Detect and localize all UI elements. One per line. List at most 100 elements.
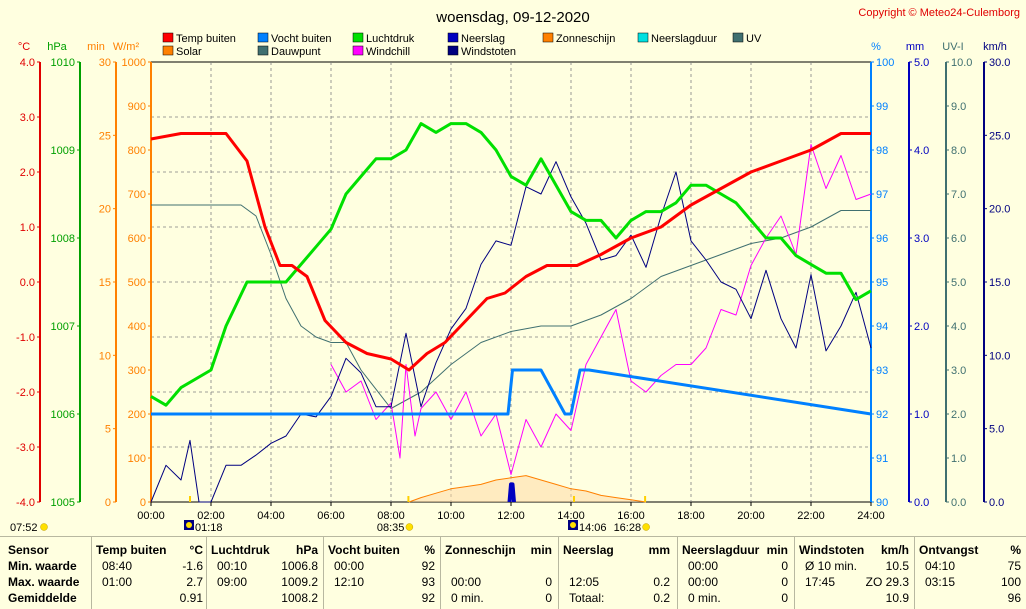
stats-value: 75 bbox=[1007, 559, 1021, 573]
stats-time: 0 min. bbox=[688, 591, 721, 605]
stats-time: 0 min. bbox=[451, 591, 484, 605]
stats-value: ZO 29.3 bbox=[865, 575, 909, 589]
legend-swatch bbox=[447, 32, 459, 43]
axis-tick-label-rain: 5.0 bbox=[914, 57, 929, 69]
series-line-vocht-buiten bbox=[151, 368, 872, 416]
stats-unit: min bbox=[530, 543, 552, 557]
axis-unit-rain: mm bbox=[906, 41, 924, 53]
stats-time: 01:00 bbox=[102, 575, 133, 589]
stats-value: 10.5 bbox=[885, 559, 909, 573]
legend-label: Solar bbox=[176, 46, 202, 58]
axis-tick-label-solar: 1000 bbox=[122, 57, 146, 69]
axis-unit-wind: km/h bbox=[983, 41, 1007, 53]
stats-row-label: Gemiddelde bbox=[8, 591, 77, 605]
stats-value: 93 bbox=[421, 575, 435, 589]
stats-value: 92 bbox=[421, 559, 435, 573]
legend-swatch bbox=[162, 45, 174, 56]
axis-tick-label-uv: 2.0 bbox=[951, 409, 966, 421]
axis-unit-solar: W/m² bbox=[113, 41, 140, 53]
axis-tick-label-solar: 900 bbox=[128, 101, 146, 113]
legend-swatch bbox=[637, 32, 649, 43]
legend-swatch bbox=[447, 45, 459, 56]
axis-tick-label-wind: 10.0 bbox=[989, 350, 1010, 362]
stats-value: 92 bbox=[421, 591, 435, 605]
stats-time: 12:10 bbox=[334, 575, 365, 589]
axis-tick-label-humidity: 94 bbox=[876, 321, 888, 333]
axis-tick-label-solar: 800 bbox=[128, 145, 146, 157]
axis-tick-label-solar: 400 bbox=[128, 321, 146, 333]
stats-header: Neerslagduur bbox=[682, 543, 760, 557]
legend: Temp buiten Vocht buiten Luchtdruk Neerslag… bbox=[162, 32, 762, 58]
sun-event-label: 08:35 bbox=[377, 522, 405, 534]
axes: 4.03.02.01.00.0-1.0-2.0-3.0-4.0101010091… bbox=[16, 57, 1010, 509]
axis-tick-label-uv: 8.0 bbox=[951, 145, 966, 157]
stats-unit: hPa bbox=[295, 543, 318, 557]
stats-header: Vocht buiten bbox=[328, 543, 400, 557]
statistics-table: Sensor Min. waarde Max. waarde Gemiddelde Te… bbox=[0, 536, 1026, 609]
legend-label: Neerslag bbox=[461, 33, 505, 45]
axis-tick-label-temp: 0.0 bbox=[20, 277, 35, 289]
stats-unit: min bbox=[766, 543, 788, 557]
axis-unit-humidity: % bbox=[871, 41, 881, 53]
axis-unit-pressure: hPa bbox=[47, 41, 67, 53]
stats-header: Windstoten bbox=[799, 543, 865, 557]
chart-title: woensdag, 09-12-2020 bbox=[435, 9, 589, 26]
axis-tick-label-sun: 0 bbox=[105, 497, 111, 509]
series-area-solar bbox=[409, 475, 646, 502]
stats-row-label: Min. waarde bbox=[8, 559, 77, 573]
moon-event-label: 14:06 bbox=[579, 522, 607, 534]
axis-tick-label-temp: 3.0 bbox=[20, 112, 35, 124]
legend-label: UV bbox=[746, 33, 762, 45]
legend-swatch bbox=[352, 32, 364, 43]
axis-tick-label-uv: 0.0 bbox=[951, 497, 966, 509]
stats-time: 00:00 bbox=[334, 559, 365, 573]
stats-time: 00:00 bbox=[688, 575, 719, 589]
axis-tick-label-uv: 3.0 bbox=[951, 365, 966, 377]
stats-time: 09:00 bbox=[217, 575, 248, 589]
axis-tick-label-solar: 100 bbox=[128, 453, 146, 465]
stats-col-temp: Temp buiten °C 08:40 -1.6 01:00 2.7 0.91 bbox=[91, 537, 209, 609]
legend-label: Vocht buiten bbox=[271, 33, 332, 45]
axis-tick-label-humidity: 99 bbox=[876, 101, 888, 113]
stats-header: Zonneschijn bbox=[445, 543, 516, 557]
x-axis-tick-label: 00:00 bbox=[137, 510, 165, 522]
x-axis-tick-label: 22:00 bbox=[797, 510, 825, 522]
stats-value: 0 bbox=[781, 575, 788, 589]
stats-unit: mm bbox=[648, 543, 670, 557]
axis-tick-label-sun: 25 bbox=[99, 130, 111, 142]
legend-swatch bbox=[542, 32, 554, 43]
series-line-solar bbox=[408, 475, 647, 503]
series-group bbox=[150, 122, 872, 503]
x-axis-tick-label: 12:00 bbox=[497, 510, 525, 522]
x-axis-tick-label: 16:00 bbox=[617, 510, 645, 522]
axis-tick-label-uv: 4.0 bbox=[951, 321, 966, 333]
stats-value: 0 bbox=[545, 591, 552, 605]
axis-tick-label-wind: 5.0 bbox=[989, 424, 1004, 436]
axis-tick-label-temp: -3.0 bbox=[16, 442, 35, 454]
x-axis-tick-label: 06:00 bbox=[317, 510, 345, 522]
stats-header: Ontvangst bbox=[919, 543, 979, 557]
stats-unit: % bbox=[424, 543, 435, 557]
axis-tick-label-uv: 7.0 bbox=[951, 189, 966, 201]
axis-unit-uv: UV-I bbox=[942, 41, 963, 53]
x-axis-tick-label: 24:00 bbox=[857, 510, 885, 522]
stats-value: 0.2 bbox=[653, 575, 670, 589]
axis-tick-label-uv: 9.0 bbox=[951, 101, 966, 113]
stats-col-rainduration: Neerslagduur min 00:00 0 00:00 0 0 min. 0 bbox=[677, 537, 794, 609]
stats-value: 0 bbox=[545, 575, 552, 589]
axis-tick-label-rain: 0.0 bbox=[914, 497, 929, 509]
moon-glyph bbox=[570, 522, 576, 528]
stats-value: 0 bbox=[781, 591, 788, 605]
axis-tick-label-rain: 4.0 bbox=[914, 145, 929, 157]
axis-tick-label-humidity: 93 bbox=[876, 365, 888, 377]
axis-tick-label-uv: 1.0 bbox=[951, 453, 966, 465]
axis-tick-label-temp: 4.0 bbox=[20, 57, 35, 69]
stats-col-humidity: Vocht buiten% 00:00 92 12:10 93 92 bbox=[323, 537, 441, 609]
axis-tick-label-solar: 700 bbox=[128, 189, 146, 201]
axis-tick-label-humidity: 90 bbox=[876, 497, 888, 509]
sunrise-label: 07:52 bbox=[10, 522, 38, 534]
sun-icon bbox=[40, 523, 48, 531]
stats-header: Luchtdruk bbox=[211, 543, 270, 557]
axis-tick-label-humidity: 92 bbox=[876, 409, 888, 421]
legend-label: Neerslagduur bbox=[651, 33, 717, 45]
